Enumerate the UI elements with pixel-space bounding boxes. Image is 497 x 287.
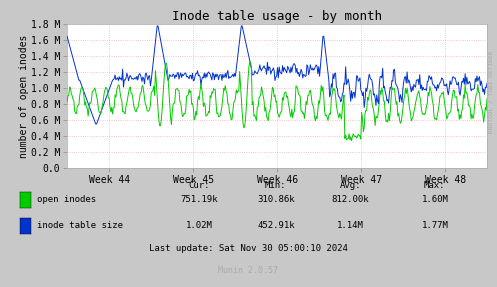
Title: Inode table usage - by month: Inode table usage - by month bbox=[172, 10, 382, 23]
Y-axis label: number of open inodes: number of open inodes bbox=[19, 34, 29, 158]
Text: 1.02M: 1.02M bbox=[185, 221, 212, 230]
Text: 1.77M: 1.77M bbox=[421, 221, 448, 230]
Text: Cur:: Cur: bbox=[188, 181, 210, 190]
Text: Munin 2.0.57: Munin 2.0.57 bbox=[219, 266, 278, 275]
Text: RRDTOOL / TOBI OETIKER: RRDTOOL / TOBI OETIKER bbox=[488, 51, 493, 133]
Text: Max:: Max: bbox=[424, 181, 446, 190]
Text: open inodes: open inodes bbox=[37, 195, 96, 204]
Text: 452.91k: 452.91k bbox=[257, 221, 295, 230]
Text: 1.14M: 1.14M bbox=[337, 221, 364, 230]
Text: 1.60M: 1.60M bbox=[421, 195, 448, 204]
Text: 751.19k: 751.19k bbox=[180, 195, 218, 204]
Text: inode table size: inode table size bbox=[37, 221, 123, 230]
Text: 812.00k: 812.00k bbox=[331, 195, 369, 204]
Text: Avg:: Avg: bbox=[339, 181, 361, 190]
Text: Min:: Min: bbox=[265, 181, 287, 190]
Text: Last update: Sat Nov 30 05:00:10 2024: Last update: Sat Nov 30 05:00:10 2024 bbox=[149, 244, 348, 253]
Text: 310.86k: 310.86k bbox=[257, 195, 295, 204]
